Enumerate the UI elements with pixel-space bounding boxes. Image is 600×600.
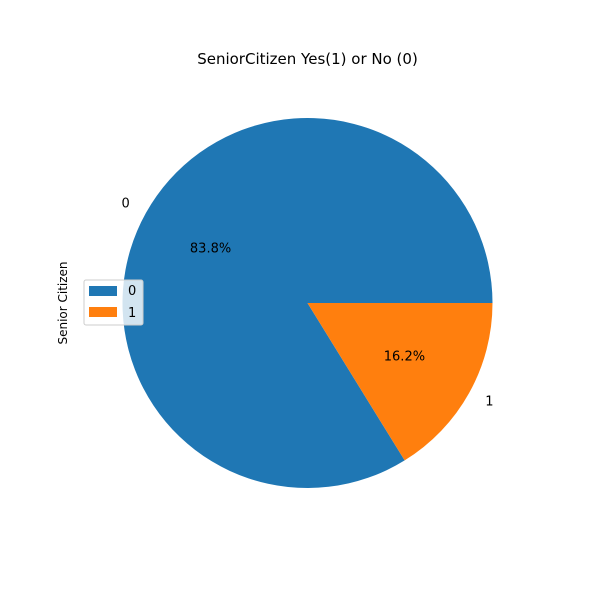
legend-label-0: 0: [128, 284, 136, 299]
pie-labels: 0 83.8% 1 16.2%: [122, 196, 494, 409]
pie-slice-1: [307, 303, 493, 461]
slice-percent-label-1: 16.2%: [384, 350, 425, 365]
legend: 0 1: [83, 279, 144, 326]
slice-category-label-0: 0: [122, 196, 130, 211]
legend-swatch-0: [89, 286, 117, 296]
legend-swatch-1: [89, 307, 117, 317]
y-axis-label: Senior Citizen: [56, 261, 70, 344]
slice-category-label-1: 1: [485, 395, 493, 410]
pie-slices: [122, 118, 493, 489]
legend-label-1: 1: [128, 306, 136, 321]
pie-slice-0: [122, 118, 493, 489]
slice-percent-label-0: 83.8%: [190, 241, 231, 256]
chart-title: SeniorCitizen Yes(1) or No (0): [197, 50, 418, 68]
